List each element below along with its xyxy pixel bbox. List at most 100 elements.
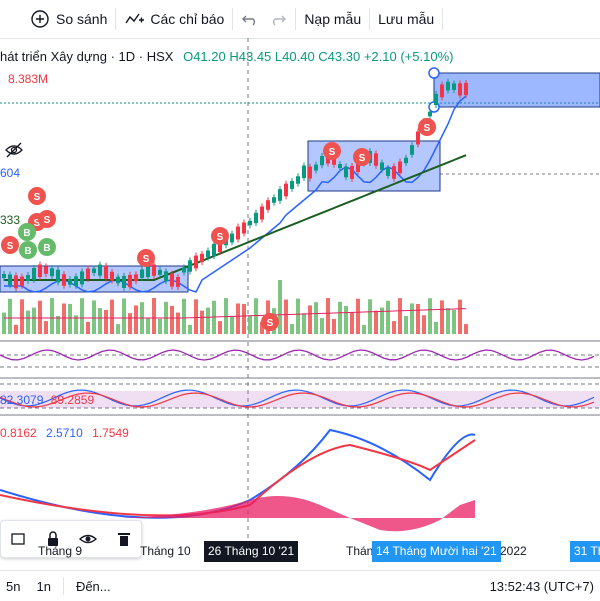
visibility-toggle[interactable] [4,141,24,162]
rectangle-icon[interactable] [9,530,27,548]
volume-bar [290,324,294,334]
volume-bar [452,309,456,334]
goto-date-button[interactable]: Đến... [75,578,111,594]
volume-bar [200,310,204,334]
range-end-date-label: 31 Th [570,541,600,562]
candle [302,165,306,179]
candle [176,276,180,287]
candle [122,275,126,289]
candle [386,167,390,176]
volume-bar [122,298,126,334]
oscillator-panes [0,349,600,532]
indicators-button[interactable]: Các chỉ báo [124,0,224,38]
candle [92,268,96,273]
volume-bar [248,315,252,334]
volume-bar [32,307,36,334]
status-divider [62,577,64,595]
volume-bar [20,299,24,334]
volume-bar [128,313,132,334]
volume-bar [224,298,228,334]
eye-off-icon [4,141,24,159]
candle [128,274,132,288]
save-template-button[interactable]: Lưu mẫu [378,0,434,38]
volume-bar [62,303,66,334]
volume-bar [110,299,114,334]
volume-bar [314,302,318,334]
symbol-title: hát triển Xây dựng · 1D · HSX [0,49,174,64]
volume-ma-line [4,308,467,319]
toolbar-divider [369,8,371,30]
candle [188,260,192,272]
candle [380,162,384,170]
volume-bar [170,305,174,334]
volume-bar [98,308,102,334]
signal-marker-label: S [359,153,366,164]
redo-button[interactable] [269,0,287,38]
volume-bar [428,298,432,334]
signal-marker [28,187,46,205]
volume-bar [56,315,60,334]
volume-bar [308,305,312,334]
volume-bar [458,299,462,334]
signal-marker [38,210,56,228]
macd-values: 0.8162 2.5710 1.7549 [0,426,129,440]
trash-icon[interactable] [115,530,133,548]
redo-icon [269,10,287,28]
volume-bar [398,298,402,334]
volume-bar [2,312,6,334]
compare-label: So sánh [56,11,108,27]
volume-bar [380,307,384,334]
time-axis[interactable]: Tháng 9 Tháng 10 Thán 2022 26 Tháng 10 '… [0,541,600,562]
candle [458,83,462,96]
candle [314,164,318,171]
candle [104,265,108,279]
drawing-toolbar [0,520,142,558]
candle [146,264,150,278]
compare-button[interactable]: So sánh [30,0,107,38]
candle [338,164,342,169]
template-button[interactable]: Nạp mẫu [304,0,361,38]
volume-bar [44,321,48,334]
signal-marker-label: B [23,228,30,239]
volume-bar [152,298,156,334]
volume-bar [26,310,30,334]
candle [158,269,162,275]
signal-marker-label: S [143,254,150,265]
candle [266,200,270,210]
signal-marker [19,241,37,259]
macd-hist: 0.8162 [0,426,37,440]
candle [32,267,36,280]
ohlc-close: C43.30 [318,49,361,64]
volume-bar [446,308,450,334]
candle [446,81,450,91]
signal-marker-label: S [217,232,224,243]
candle [452,83,456,90]
ma2-value: 333 [0,213,21,227]
interval-1n[interactable]: 1n [36,578,51,594]
candle [212,243,216,257]
undo-button[interactable] [241,0,259,38]
candle [68,279,72,285]
toolbar-divider [295,8,297,30]
candle [38,264,42,278]
volume-bar [176,312,180,334]
eye-icon[interactable] [78,530,98,548]
indicator-icon [124,9,146,29]
volume-bar [236,303,240,334]
volume-bar [80,298,84,334]
macd-signal: 1.7549 [92,426,129,440]
interval-5n[interactable]: 5n [6,578,21,594]
volume-bar [38,300,42,334]
signal-marker [418,118,436,136]
signal-marker [353,148,371,166]
ohlc-high: H43.45 [229,49,272,64]
volume-bar [206,307,210,334]
candle [26,275,30,282]
symbol-legend: hát triển Xây dựng · 1D · HSX O41.20 H43… [0,49,453,64]
candle [290,181,294,189]
signal-marker-label: S [7,241,14,252]
candle [194,255,198,269]
candle [218,239,222,253]
lock-icon[interactable] [44,530,62,548]
